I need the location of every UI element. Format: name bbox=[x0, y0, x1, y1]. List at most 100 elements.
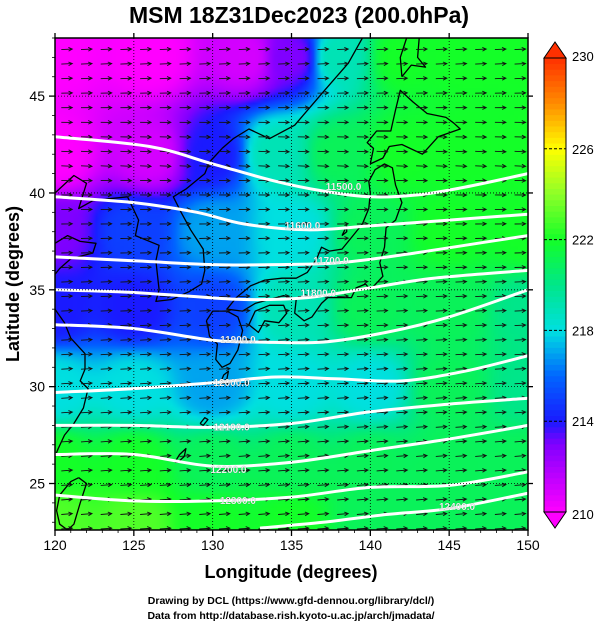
coast-japan-shikoku bbox=[248, 304, 288, 334]
colorbar-cell bbox=[544, 353, 566, 360]
colorbar-cell bbox=[544, 126, 566, 133]
colorbar-cell bbox=[544, 250, 566, 258]
coast-ryukyu-amami bbox=[199, 417, 209, 427]
colorbar-cell bbox=[544, 472, 566, 479]
colorbar-cell bbox=[544, 182, 566, 189]
colorbar-label-226: 226 bbox=[572, 142, 594, 157]
contour-label-9: 12400.0 bbox=[439, 502, 476, 513]
x-tick-label-130: 130 bbox=[201, 537, 225, 553]
colorbar-cell bbox=[544, 483, 566, 490]
colorbar-cell bbox=[544, 233, 566, 240]
colorbar-cell bbox=[544, 364, 566, 371]
colorbar-cell bbox=[544, 296, 566, 303]
colorbar-cell bbox=[544, 341, 566, 348]
y-tick-label-25: 25 bbox=[29, 476, 45, 492]
colorbar-cell bbox=[544, 188, 566, 195]
colorbar-cell bbox=[544, 137, 566, 144]
coast-japan-honshu bbox=[226, 163, 403, 322]
colorbar-cell bbox=[544, 494, 566, 502]
y-axis-label: Latitude (degrees) bbox=[3, 206, 23, 362]
colorbar-cell bbox=[544, 460, 566, 467]
colorbar-cell bbox=[544, 455, 566, 462]
coast-china-east bbox=[55, 308, 89, 457]
colorbar-cell bbox=[544, 404, 566, 411]
colorbar-cell bbox=[544, 426, 566, 433]
y-tick-label-30: 30 bbox=[29, 379, 45, 395]
colorbar-cell bbox=[544, 489, 566, 496]
contour-11600 bbox=[55, 195, 528, 232]
colorbar-cell bbox=[544, 199, 566, 206]
plot-area bbox=[55, 38, 528, 530]
x-tick-label-145: 145 bbox=[437, 537, 461, 553]
coast-japan-hokkaido bbox=[366, 89, 461, 165]
colorbar-cell bbox=[544, 290, 566, 297]
colorbar-label-214: 214 bbox=[572, 414, 594, 429]
contour-12000 bbox=[55, 354, 528, 394]
y-tick-label-35: 35 bbox=[29, 282, 45, 298]
x-axis: 120 125 130 135 140 145 150 bbox=[43, 33, 540, 553]
colorbar-cell bbox=[544, 75, 566, 82]
colorbar-label-218: 218 bbox=[572, 323, 594, 338]
colorbar: 210 214 218 222 226 230 bbox=[543, 41, 594, 529]
colorbar-cell bbox=[544, 154, 566, 161]
colorbar-cell bbox=[544, 216, 566, 223]
colorbar-frame bbox=[543, 57, 567, 513]
colorbar-cell bbox=[544, 409, 566, 416]
contour-12400 bbox=[259, 491, 528, 530]
x-tick-label-150: 150 bbox=[516, 537, 540, 553]
y-axis: 25 30 35 40 45 bbox=[29, 37, 533, 523]
grid-lines bbox=[55, 38, 528, 530]
contour-label-7: 12200.0 bbox=[210, 465, 247, 476]
y-tick-label-45: 45 bbox=[29, 88, 45, 104]
colorbar-cell bbox=[544, 109, 566, 116]
contour-label-5: 12000.0 bbox=[214, 378, 251, 389]
contour-11800 bbox=[55, 268, 528, 302]
colorbar-cell bbox=[544, 256, 566, 263]
colorbar-cell bbox=[544, 165, 566, 172]
contour-labels: 11500.0 11600.0 11700.0 11800.0 11900.0 12000… bbox=[210, 182, 476, 513]
colorbar-cell bbox=[544, 58, 566, 65]
colorbar-label-222: 222 bbox=[572, 233, 594, 248]
colorbar-cell bbox=[544, 319, 566, 326]
colorbar-cell bbox=[544, 330, 566, 337]
colorbar-cell bbox=[544, 148, 566, 155]
colorbar-cell bbox=[544, 381, 566, 388]
colorbar-cell bbox=[544, 336, 566, 343]
colorbar-cell bbox=[544, 392, 566, 399]
colorbar-cell bbox=[544, 177, 566, 184]
colorbar-cell bbox=[544, 307, 566, 314]
credit-line-1: Drawing by DCL (https://www.gfd-dennou.o… bbox=[148, 595, 434, 607]
colorbar-cell bbox=[544, 63, 566, 70]
colorbar-cell bbox=[544, 432, 566, 439]
colorbar-bottom-triangle bbox=[543, 511, 567, 529]
contour-label-2: 11700.0 bbox=[313, 256, 349, 267]
colorbar-cell bbox=[544, 438, 566, 445]
colorbar-cell bbox=[544, 500, 566, 507]
contour-label-6: 12100.0 bbox=[214, 422, 251, 433]
colorbar-cell bbox=[544, 358, 566, 365]
coast-asia-mainland bbox=[221, 38, 363, 149]
colorbar-cell bbox=[544, 171, 566, 178]
colorbar-cell bbox=[544, 239, 566, 246]
colorbar-cell bbox=[544, 103, 566, 110]
colorbar-cell bbox=[544, 245, 566, 252]
colorbar-cell bbox=[544, 80, 566, 87]
colorbar-cell bbox=[544, 347, 566, 354]
colorbar-cell bbox=[544, 370, 566, 377]
colorbar-cell bbox=[544, 421, 566, 428]
colorbar-cell bbox=[544, 285, 566, 292]
contour-label-3: 11800.0 bbox=[300, 289, 336, 300]
colorbar-cell bbox=[544, 477, 566, 485]
colorbar-cell bbox=[544, 120, 566, 127]
contour-label-0: 11500.0 bbox=[326, 182, 362, 193]
colorbar-cell bbox=[544, 313, 566, 320]
colorbar-cell bbox=[544, 69, 566, 76]
colorbar-cell bbox=[544, 86, 566, 93]
colorbar-cell bbox=[544, 92, 566, 99]
colorbar-cell bbox=[544, 324, 566, 331]
colorbar-cell bbox=[544, 387, 566, 394]
x-tick-label-120: 120 bbox=[43, 537, 67, 553]
contour-12200 bbox=[55, 423, 528, 468]
colorbar-cell bbox=[544, 273, 566, 280]
coast-korea bbox=[126, 147, 223, 303]
